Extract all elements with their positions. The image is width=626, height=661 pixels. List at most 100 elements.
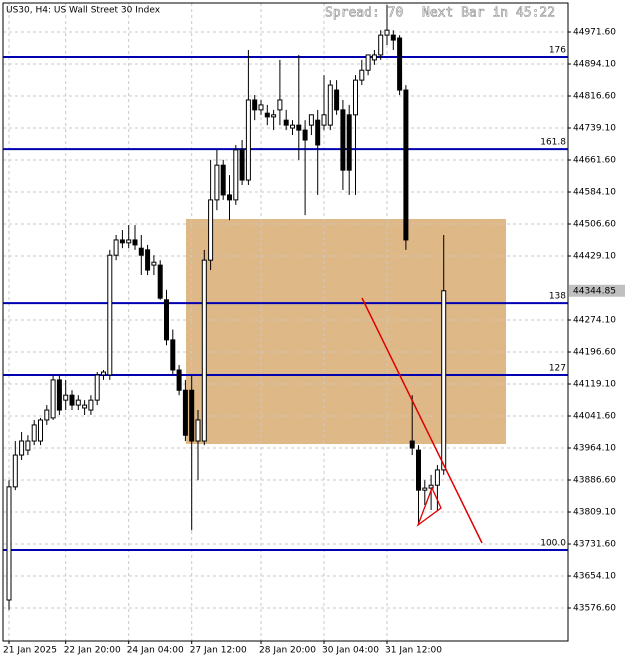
candle-body bbox=[416, 449, 421, 491]
candle-body bbox=[359, 69, 365, 81]
candle-body bbox=[239, 149, 245, 181]
fib-level-label: 127 bbox=[549, 363, 566, 373]
y-tick-label: 44506.60 bbox=[573, 219, 616, 229]
zone-rectangle bbox=[186, 219, 506, 444]
candle-body bbox=[422, 487, 428, 491]
y-tick-label: 44739.10 bbox=[573, 123, 616, 133]
y-tick-label: 43654.10 bbox=[573, 572, 616, 582]
fib-level-label: 161.8 bbox=[540, 138, 566, 148]
candle-body bbox=[233, 149, 239, 201]
candle-body bbox=[283, 119, 289, 126]
candle-body bbox=[107, 254, 113, 376]
candle-body bbox=[189, 389, 195, 442]
fib-level-label: 138 bbox=[549, 292, 566, 302]
candle-body bbox=[245, 99, 251, 181]
y-tick-label: 43576.60 bbox=[573, 604, 616, 614]
candle-body bbox=[308, 114, 314, 126]
candle-body bbox=[101, 371, 106, 376]
candle-body bbox=[397, 37, 403, 91]
candle-body bbox=[25, 440, 31, 451]
candle-body bbox=[126, 239, 132, 244]
candle-body bbox=[201, 259, 207, 442]
chart-title: US30, H4: US Wall Street 30 Index bbox=[6, 6, 161, 16]
y-tick-label: 44119.10 bbox=[573, 379, 616, 389]
candle-body bbox=[208, 199, 214, 261]
candle-body bbox=[19, 440, 25, 456]
x-tick-label: 21 Jan 2025 bbox=[3, 646, 57, 656]
fib-level-label: 176 bbox=[549, 46, 566, 56]
candle-body bbox=[182, 389, 188, 436]
candle-body bbox=[340, 109, 346, 171]
candle-body bbox=[321, 114, 327, 126]
candle-body bbox=[371, 54, 377, 61]
candle-body bbox=[264, 112, 270, 118]
y-tick-label: 43809.10 bbox=[573, 508, 616, 518]
y-tick-label: 44894.10 bbox=[573, 59, 616, 69]
candle-body bbox=[334, 89, 340, 111]
x-tick-label: 27 Jan 12:00 bbox=[190, 646, 247, 656]
y-tick-label: 44041.60 bbox=[573, 412, 616, 422]
candle-body bbox=[138, 247, 144, 256]
candle-body bbox=[88, 399, 94, 411]
fib-level-label: 100.0 bbox=[540, 539, 566, 549]
candle-body bbox=[119, 239, 125, 244]
candle-body bbox=[353, 79, 358, 116]
candle-body bbox=[227, 194, 232, 201]
spread: Spread: 70 bbox=[325, 6, 403, 21]
candle-body bbox=[378, 34, 384, 56]
trend-line bbox=[361, 297, 483, 544]
candle-body bbox=[44, 409, 50, 421]
x-tick-label: 31 Jan 12:00 bbox=[385, 646, 442, 656]
current-price-label: 44344.85 bbox=[573, 286, 616, 296]
current-price-box bbox=[569, 284, 625, 297]
plot-frame bbox=[2, 2, 569, 642]
y-tick-label: 44429.10 bbox=[573, 251, 616, 261]
candle-body bbox=[441, 290, 447, 471]
candle-body bbox=[403, 89, 409, 241]
candle-body bbox=[50, 379, 56, 419]
candle-body bbox=[6, 486, 12, 601]
candle-body bbox=[132, 239, 138, 246]
candle-body bbox=[434, 469, 440, 486]
candle-body bbox=[384, 29, 390, 36]
grid bbox=[3, 3, 568, 641]
candle-body bbox=[94, 374, 100, 401]
candle-body bbox=[252, 99, 258, 111]
candle-body bbox=[12, 454, 18, 488]
candle-body bbox=[145, 249, 151, 271]
y-tick-label: 43886.60 bbox=[573, 476, 616, 486]
candle-body bbox=[296, 124, 302, 131]
plot: 176 161.8 138 127 100.0 bbox=[3, 4, 568, 610]
candle-body bbox=[195, 419, 201, 442]
y-tick-label: 43731.60 bbox=[573, 540, 616, 550]
candle-body bbox=[365, 54, 371, 71]
candle-body bbox=[56, 379, 62, 411]
candle-body bbox=[271, 114, 277, 118]
candle-body bbox=[214, 164, 220, 201]
candle-body bbox=[277, 99, 283, 111]
y-tick-label: 44274.10 bbox=[573, 315, 616, 325]
candle-body bbox=[164, 299, 169, 341]
candle-body bbox=[82, 404, 88, 409]
candle-body bbox=[409, 440, 415, 449]
x-tick-label: 28 Jan 20:00 bbox=[259, 646, 316, 656]
candle-body bbox=[290, 124, 295, 129]
y-tick-label: 44661.60 bbox=[573, 155, 616, 165]
candle-body bbox=[63, 394, 69, 401]
candle-body bbox=[428, 484, 434, 489]
y-tick-label: 44971.60 bbox=[573, 27, 616, 37]
x-tick-label: 24 Jan 04:00 bbox=[127, 646, 184, 656]
candle-body bbox=[258, 104, 264, 111]
candle-body bbox=[151, 261, 157, 266]
candle-body bbox=[170, 339, 176, 371]
next-bar: Next Bar in 45:22 bbox=[422, 6, 555, 21]
candle-body bbox=[315, 119, 321, 146]
candle-body bbox=[302, 129, 308, 141]
candle-body bbox=[220, 164, 226, 196]
candle-body bbox=[69, 394, 75, 406]
y-tick-label: 44584.10 bbox=[573, 187, 616, 197]
y-tick-label: 44196.60 bbox=[573, 347, 616, 357]
candle-body bbox=[113, 239, 119, 256]
candle-body bbox=[176, 369, 182, 391]
